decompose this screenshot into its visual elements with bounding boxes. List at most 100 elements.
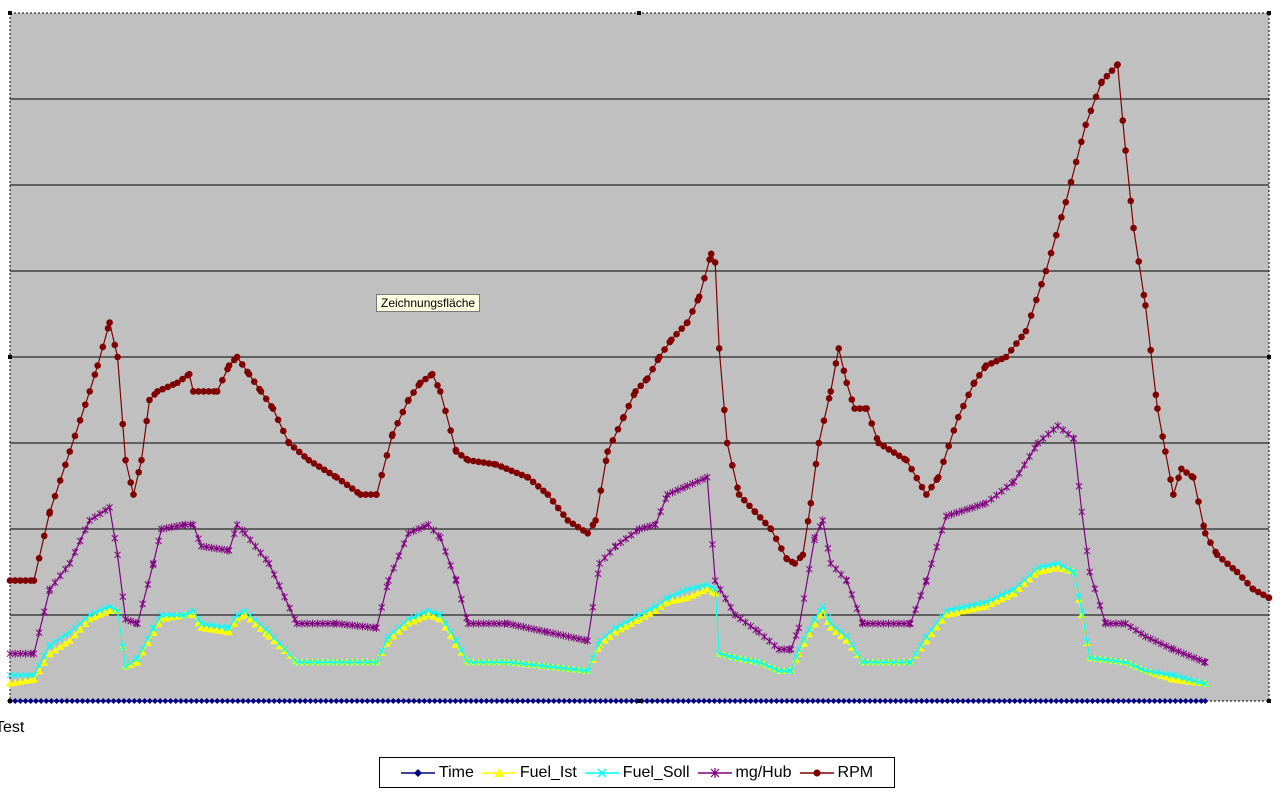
point-rpm: [1013, 340, 1020, 347]
point-fuel-soll: [275, 640, 283, 647]
point-mg-hub: [91, 513, 99, 522]
point-time: [923, 698, 930, 704]
point-mg-hub: [800, 594, 808, 603]
point-rpm: [1265, 594, 1273, 602]
point-rpm: [880, 442, 888, 450]
point-rpm: [734, 484, 741, 492]
point-rpm: [99, 343, 107, 351]
point-time: [607, 698, 614, 704]
point-rpm: [976, 372, 983, 379]
point-time: [1037, 698, 1044, 704]
point-fuel-soll: [589, 654, 597, 662]
point-time: [1167, 698, 1174, 704]
point-rpm: [285, 439, 293, 447]
point-fuel-soll: [627, 616, 635, 623]
point-rpm: [923, 491, 930, 498]
point-fuel-soll: [134, 654, 141, 662]
point-rpm: [17, 577, 24, 584]
series-mg-hub[interactable]: [6, 421, 1209, 667]
point-rpm: [649, 365, 656, 373]
point-mg-hub: [114, 550, 121, 559]
point-fuel-soll: [1078, 607, 1086, 615]
point-rpm: [1162, 448, 1169, 455]
point-mg-hub: [565, 632, 572, 641]
point-time: [649, 698, 656, 704]
point-fuel-ist: [600, 636, 609, 644]
point-time: [255, 698, 262, 704]
point-fuel-soll: [309, 658, 316, 666]
point-fuel-soll: [747, 657, 755, 665]
point-fuel-soll: [775, 667, 783, 675]
point-fuel-soll: [760, 661, 768, 668]
point-fuel-soll: [354, 658, 361, 666]
series-rpm[interactable]: [6, 61, 1273, 602]
point-mg-hub: [525, 624, 533, 633]
point-time: [17, 698, 24, 704]
point-rpm: [82, 401, 89, 408]
point-fuel-soll: [780, 667, 788, 675]
point-time: [576, 698, 583, 704]
point-time: [690, 698, 697, 704]
point-time: [146, 698, 153, 704]
point-fuel-soll: [173, 611, 181, 619]
point-time: [846, 698, 853, 704]
point-rpm: [807, 499, 815, 507]
point-rpm: [6, 577, 14, 584]
point-rpm: [1135, 258, 1143, 265]
point-rpm: [1072, 158, 1080, 166]
point-mg-hub: [86, 516, 94, 525]
point-fuel-ist: [698, 587, 707, 595]
point-rpm: [1154, 405, 1161, 412]
point-rpm: [1244, 579, 1251, 587]
point-time: [431, 698, 438, 704]
point-rpm: [529, 478, 537, 486]
point-time: [1146, 698, 1153, 704]
point-time: [789, 698, 796, 704]
point-rpm: [735, 491, 743, 498]
point-fuel-soll: [917, 642, 925, 649]
point-fuel-soll: [1083, 638, 1091, 645]
point-time: [1110, 698, 1117, 704]
point-fuel-soll: [594, 641, 602, 649]
point-fuel-soll: [998, 591, 1006, 599]
point-fuel-soll: [1185, 676, 1193, 683]
plot-area-selection-handles[interactable]: [8, 11, 1271, 703]
point-rpm: [863, 405, 870, 412]
point-time: [410, 698, 417, 704]
point-rpm: [820, 417, 828, 424]
point-rpm: [970, 379, 978, 387]
point-fuel-ist: [143, 638, 152, 646]
point-fuel-soll: [51, 638, 59, 646]
point-mg-hub: [795, 623, 803, 632]
point-mg-hub: [230, 529, 238, 538]
point-time: [338, 698, 345, 704]
point-mg-hub: [958, 507, 966, 516]
point-time: [395, 698, 402, 704]
point-mg-hub: [442, 547, 449, 556]
point-mg-hub: [495, 619, 503, 628]
point-fuel-soll: [942, 607, 950, 615]
point-fuel-ist: [992, 597, 1001, 605]
legend[interactable]: Time Fuel_Ist Fuel_Soll mg/Hub RPM: [379, 757, 895, 788]
point-rpm: [417, 379, 424, 387]
point-mg-hub: [470, 619, 477, 628]
point-time: [63, 698, 70, 704]
point-fuel-soll: [974, 600, 981, 608]
point-mg-hub: [1026, 452, 1033, 461]
series-fuel-soll[interactable]: [6, 560, 1209, 688]
point-fuel-ist: [937, 616, 946, 624]
point-fuel-soll: [800, 636, 808, 643]
point-time: [343, 698, 350, 704]
series-time[interactable]: [7, 698, 1209, 704]
point-rpm: [1078, 138, 1085, 146]
point-mg-hub: [627, 531, 635, 540]
point-fuel-soll: [150, 624, 157, 632]
point-fuel-soll: [601, 633, 609, 640]
point-mg-hub: [11, 649, 19, 658]
point-fuel-soll: [475, 658, 482, 666]
point-mg-hub: [885, 619, 892, 628]
point-fuel-soll: [495, 658, 503, 666]
point-mg-hub: [1152, 637, 1160, 646]
point-rpm: [518, 471, 526, 479]
